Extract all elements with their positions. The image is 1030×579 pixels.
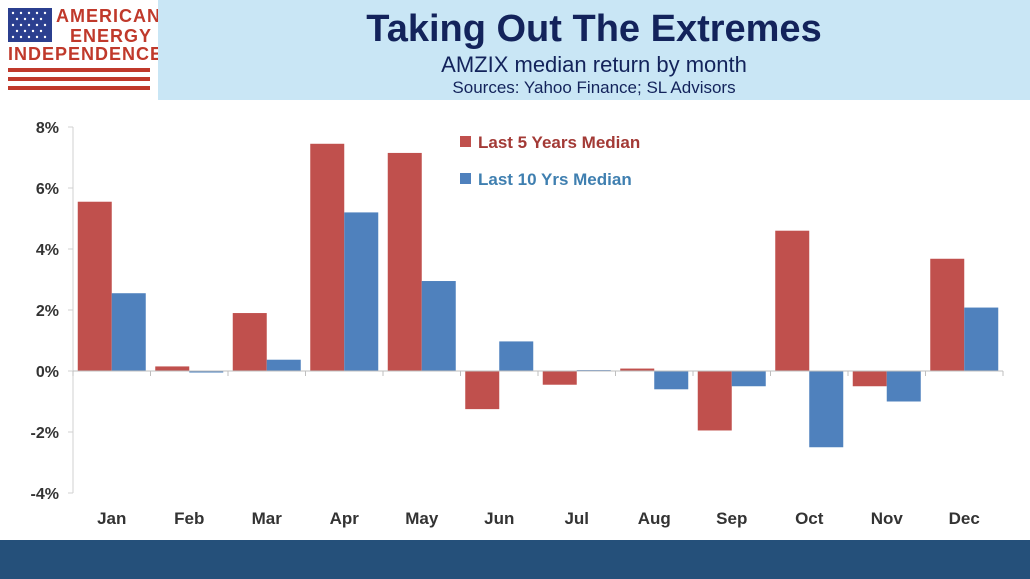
y-tick-label: 2% [36,303,59,320]
legend-label-last-10-yrs: Last 10 Yrs Median [478,170,632,189]
y-tick-label: -2% [31,425,59,442]
x-tick-label-nov: Nov [871,509,904,528]
logo-line-2: ENERGY [70,26,153,46]
x-tick-label-feb: Feb [174,509,204,528]
logo-line-1: AMERICAN [56,6,161,26]
footer-bar [0,540,1030,579]
y-tick-label: 4% [36,242,59,259]
page-subtitle: AMZIX median return by month [441,52,747,77]
us-flag-icon [8,8,52,42]
bar-last-5-years-apr [310,143,345,371]
bar-last-10-yrs-dec [964,307,999,371]
header-banner: Taking Out The Extremes AMZIX median ret… [158,0,1030,100]
bar-last-5-years-oct [775,230,810,371]
bar-last-10-yrs-apr [344,212,379,371]
bar-last-5-years-jul [542,371,577,385]
x-tick-label-jun: Jun [484,509,514,528]
x-tick-label-jan: Jan [97,509,126,528]
x-tick-label-apr: Apr [330,509,360,528]
page-title: Taking Out The Extremes [366,8,822,50]
bar-last-5-years-feb [155,366,190,371]
flag-stripes-icon [8,68,150,90]
y-tick-label: -4% [31,486,59,503]
y-tick-label: 6% [36,181,59,198]
bar-last-10-yrs-may [421,281,456,371]
bar-last-10-yrs-oct [809,371,844,448]
bar-last-5-years-may [387,152,422,371]
legend-swatch-last-10-yrs [460,173,471,184]
source-note: Sources: Yahoo Finance; SL Advisors [452,78,736,97]
bar-last-5-years-sep [697,371,732,431]
logo: AMERICAN ENERGY INDEPENDENCE [0,0,162,100]
x-tick-label-sep: Sep [716,509,747,528]
bar-last-10-yrs-aug [654,371,689,390]
bar-last-5-years-jun [465,371,500,410]
bar-last-5-years-aug [620,368,655,371]
x-tick-label-jul: Jul [564,509,589,528]
y-tick-label: 8% [36,120,59,137]
bar-last-5-years-dec [930,258,965,371]
bar-last-10-yrs-jun [499,341,534,371]
bar-chart: -4% -2% 0% 2% 4% 6% 8% Jan Feb Mar Apr May Jun Jul Aug… [31,120,1004,528]
x-tick-label-aug: Aug [638,509,671,528]
x-tick-label-dec: Dec [949,509,980,528]
x-tick-label-may: May [405,509,439,528]
y-tick-label: 0% [36,364,59,381]
bar-last-5-years-jan [77,201,112,371]
x-tick-label-oct: Oct [795,509,824,528]
legend-label-last-5-years: Last 5 Years Median [478,133,640,152]
bar-last-10-yrs-feb [189,371,224,373]
bar-last-5-years-mar [232,313,267,371]
bar-last-10-yrs-sep [731,371,766,387]
bar-last-10-yrs-nov [886,371,921,402]
bar-last-10-yrs-jan [111,293,146,371]
legend-swatch-last-5-years [460,136,471,147]
bar-last-5-years-nov [852,371,887,387]
bar-last-10-yrs-mar [266,359,301,371]
logo-line-3: INDEPENDENCE [8,44,164,64]
x-tick-label-mar: Mar [252,509,283,528]
